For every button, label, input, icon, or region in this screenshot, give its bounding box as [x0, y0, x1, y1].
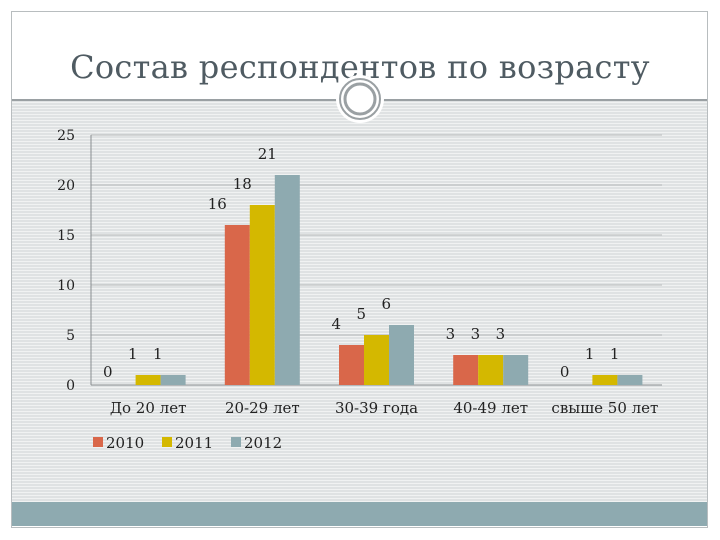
bar — [592, 375, 618, 385]
data-label: 18 — [233, 175, 252, 193]
data-label: 1 — [585, 345, 595, 363]
x-tick-label: 20-29 лет — [225, 399, 300, 417]
bar — [503, 355, 529, 385]
legend-swatch — [162, 437, 172, 447]
bar — [224, 225, 250, 385]
data-label: 1 — [610, 345, 620, 363]
legend-swatch — [93, 437, 103, 447]
legend-label: 2010 — [106, 434, 144, 452]
legend-swatch — [231, 437, 241, 447]
bar — [389, 325, 414, 385]
y-tick-label: 25 — [57, 128, 75, 144]
circle-ornament — [336, 75, 384, 123]
data-label: 3 — [471, 325, 481, 343]
data-label: 4 — [331, 315, 341, 333]
data-label: 5 — [356, 305, 366, 323]
bar — [453, 355, 479, 385]
data-label: 6 — [381, 295, 391, 313]
data-label: 3 — [496, 325, 506, 343]
bar — [274, 175, 300, 385]
legend-label: 2012 — [244, 434, 282, 452]
data-label: 16 — [208, 195, 227, 213]
bar — [339, 345, 364, 385]
chart-background — [12, 101, 707, 502]
bottom-accent-bar — [12, 502, 707, 526]
data-label: 21 — [258, 145, 277, 163]
x-tick-label: 30-39 года — [335, 399, 418, 417]
bar — [478, 355, 504, 385]
y-tick-label: 5 — [66, 328, 75, 344]
data-label: 1 — [128, 345, 138, 363]
x-tick-label: свыше 50 лет — [551, 399, 658, 417]
y-tick-label: 0 — [66, 378, 75, 394]
data-label: 0 — [560, 363, 570, 381]
data-label: 1 — [153, 345, 163, 363]
bar — [617, 375, 643, 385]
data-label: 0 — [103, 363, 113, 381]
x-tick-label: До 20 лет — [110, 399, 187, 417]
data-label: 3 — [446, 325, 456, 343]
bar — [160, 375, 186, 385]
x-tick-label: 40-49 лет — [453, 399, 528, 417]
y-tick-label: 10 — [57, 278, 75, 294]
y-tick-label: 15 — [57, 228, 75, 244]
y-tick-label: 20 — [57, 178, 75, 194]
circle-ornament-icon — [339, 78, 381, 120]
legend-label: 2011 — [175, 434, 213, 452]
bar — [135, 375, 161, 385]
bar — [249, 205, 275, 385]
bar — [364, 335, 389, 385]
